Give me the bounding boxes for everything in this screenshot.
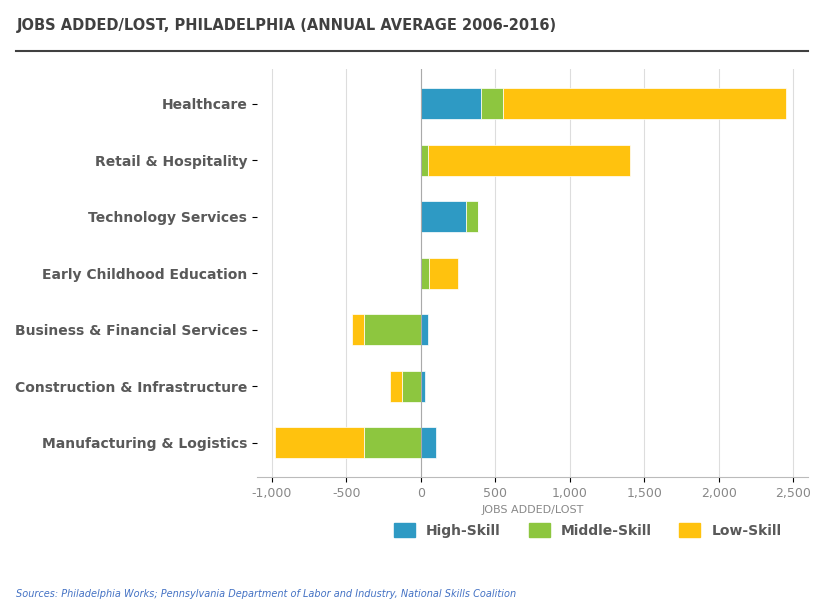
- Bar: [421, 427, 436, 458]
- Bar: [364, 314, 421, 345]
- Bar: [429, 258, 458, 289]
- Bar: [421, 371, 425, 402]
- Bar: [421, 88, 480, 119]
- Text: Sources: Philadelphia Works; Pennsylvania Department of Labor and Industry, Nati: Sources: Philadelphia Works; Pennsylvani…: [16, 589, 517, 599]
- Bar: [421, 145, 428, 175]
- Bar: [421, 314, 428, 345]
- X-axis label: JOBS ADDED/LOST: JOBS ADDED/LOST: [481, 505, 584, 515]
- Bar: [480, 88, 503, 119]
- Bar: [401, 371, 421, 402]
- Bar: [421, 258, 429, 289]
- Bar: [364, 427, 421, 458]
- Bar: [503, 88, 786, 119]
- Bar: [390, 371, 401, 402]
- Bar: [421, 201, 466, 232]
- Text: JOBS ADDED/LOST, PHILADELPHIA (ANNUAL AVERAGE 2006-2016): JOBS ADDED/LOST, PHILADELPHIA (ANNUAL AV…: [16, 18, 556, 33]
- Legend: High-Skill, Middle-Skill, Low-Skill: High-Skill, Middle-Skill, Low-Skill: [389, 517, 787, 543]
- Bar: [428, 145, 630, 175]
- Bar: [353, 314, 364, 345]
- Bar: [466, 201, 478, 232]
- Bar: [275, 427, 364, 458]
